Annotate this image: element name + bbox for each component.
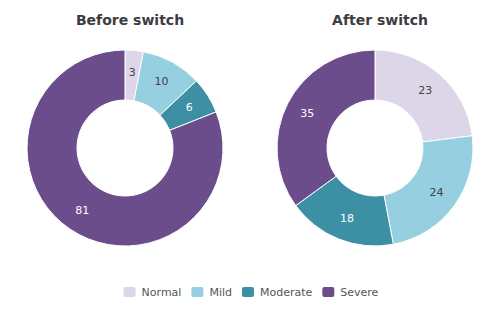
svg-text:Before switch: Before switch	[76, 12, 184, 28]
svg-text:Normal: Normal	[142, 286, 182, 299]
svg-text:10: 10	[155, 75, 169, 88]
svg-text:23: 23	[418, 84, 432, 97]
svg-text:Moderate: Moderate	[260, 286, 313, 299]
svg-text:18: 18	[340, 212, 354, 225]
svg-text:6: 6	[186, 101, 193, 114]
svg-text:Mild: Mild	[209, 286, 232, 299]
svg-text:After switch: After switch	[332, 12, 428, 28]
svg-text:3: 3	[129, 66, 136, 79]
svg-text:Severe: Severe	[340, 286, 378, 299]
svg-text:35: 35	[300, 107, 314, 120]
svg-text:24: 24	[429, 186, 443, 199]
svg-text:81: 81	[75, 204, 89, 217]
